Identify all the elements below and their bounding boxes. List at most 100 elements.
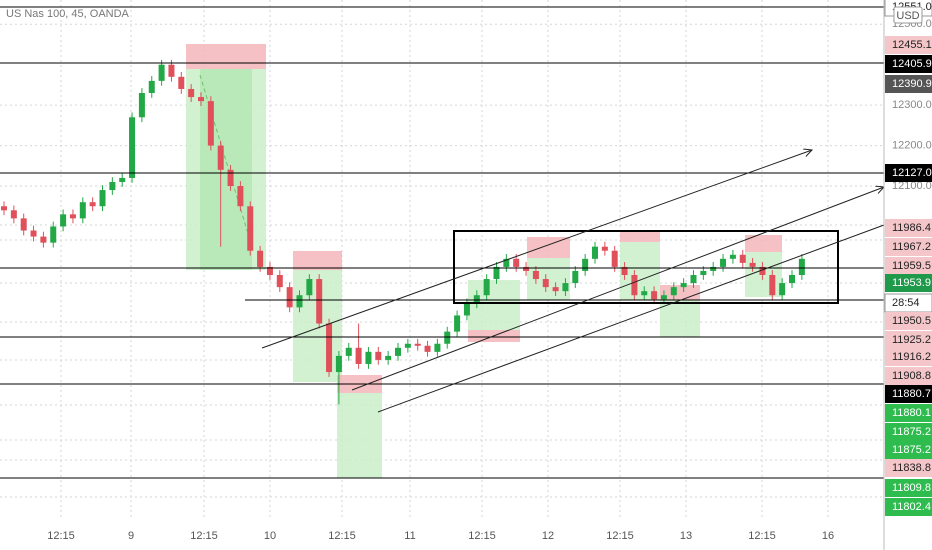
candle-body [611, 250, 618, 267]
x-tick-label: 9 [128, 530, 134, 542]
price-label-box [885, 75, 932, 93]
candle-body [20, 218, 27, 231]
candle-body [789, 275, 795, 284]
candle-body [483, 279, 490, 296]
price-label-box [885, 348, 932, 366]
candle-body [158, 64, 165, 81]
price-label: 11986.4 [892, 222, 931, 234]
price-label: 11959.5 [892, 260, 931, 272]
candle-body [286, 287, 293, 308]
candle-body [513, 258, 520, 267]
candle-body [198, 97, 204, 102]
candle-body [365, 351, 372, 364]
x-tick-label: 12:15 [468, 530, 496, 542]
candle-body [552, 287, 559, 292]
candle-body [148, 80, 155, 94]
price-label-box [885, 164, 932, 182]
candle-body [168, 64, 175, 77]
candle-body [237, 186, 244, 207]
price-label: 12390.9 [892, 78, 932, 90]
candle-body [523, 266, 530, 271]
candle-body [69, 214, 76, 219]
candle-body [306, 279, 313, 296]
price-label: 28:54 [892, 297, 920, 309]
price-label-box [885, 459, 932, 477]
candle-body [355, 347, 362, 364]
candles [1, 59, 805, 405]
price-label: 12405.9 [892, 58, 932, 70]
candle-body [710, 266, 717, 271]
candle-body [60, 214, 67, 227]
currency[interactable]: USD [896, 10, 919, 22]
target-zone [660, 300, 700, 337]
candle-body [493, 266, 500, 280]
candle-body [562, 283, 569, 292]
candle-body [592, 246, 598, 259]
candle-body [109, 181, 116, 191]
target-zone [337, 393, 382, 478]
candle-body [335, 355, 342, 373]
chart-title: US Nas 100, 45, OANDA [6, 8, 130, 20]
candle-body [660, 295, 667, 300]
price-label-box [885, 404, 932, 422]
price-label: 11916.2 [892, 351, 931, 363]
x-tick-label: 16 [822, 530, 834, 542]
candle-body [178, 76, 185, 89]
candle-body [503, 258, 510, 267]
price-label: 11880.7 [892, 388, 931, 400]
candle-body [434, 343, 441, 352]
price-label-box [885, 274, 932, 292]
candle-body [99, 190, 106, 207]
candle-body [582, 258, 589, 271]
y-tick-label: 12200.0 [892, 139, 932, 151]
price-label-box [885, 498, 932, 516]
candle-body [463, 303, 470, 316]
candle-body [30, 230, 37, 237]
x-tick-label: 12:15 [328, 530, 356, 542]
candle-body [601, 246, 608, 251]
trend-line [351, 187, 884, 391]
candle-body [129, 117, 136, 178]
candle-body [759, 266, 766, 275]
candle-body [119, 177, 126, 182]
price-label-box [885, 238, 932, 256]
price-label-box [885, 331, 932, 349]
x-tick-label: 13 [680, 530, 692, 542]
candle-body [207, 101, 214, 146]
candle-body [247, 206, 254, 251]
candle-body [729, 254, 736, 259]
currency-box[interactable] [893, 6, 923, 24]
candle-body [296, 295, 303, 308]
price-label-box [885, 257, 932, 275]
candle-body [621, 266, 628, 275]
x-tick-label: 12 [542, 530, 554, 542]
stop-zone [293, 251, 342, 270]
candle-body [395, 347, 401, 356]
stop-zone [527, 237, 570, 258]
candle-body [217, 145, 224, 170]
candle-body [670, 287, 677, 296]
price-label: 11950.5 [892, 315, 931, 327]
price-label-box [885, 441, 932, 459]
candle-body [188, 88, 195, 98]
candle-body [40, 236, 47, 243]
candle-body [473, 295, 480, 304]
x-tick-label: 11 [404, 530, 415, 542]
price-label-box [885, 36, 932, 54]
candle-body [424, 345, 431, 352]
stop-zone [186, 44, 266, 69]
price-label: 11925.2 [892, 334, 931, 346]
candle-body [532, 270, 539, 280]
candle-body [414, 343, 421, 346]
candle-body [444, 331, 451, 344]
price-label: 11838.8 [892, 462, 931, 474]
target-zone [200, 69, 252, 270]
y-tick-label: 12300.0 [892, 99, 932, 111]
candle-body [1, 206, 7, 211]
candle-body [542, 279, 549, 288]
candle-body [276, 275, 283, 288]
candle-body [779, 283, 786, 296]
candle-body [749, 262, 756, 267]
candle-body [739, 254, 746, 263]
drawings [0, 6, 884, 479]
